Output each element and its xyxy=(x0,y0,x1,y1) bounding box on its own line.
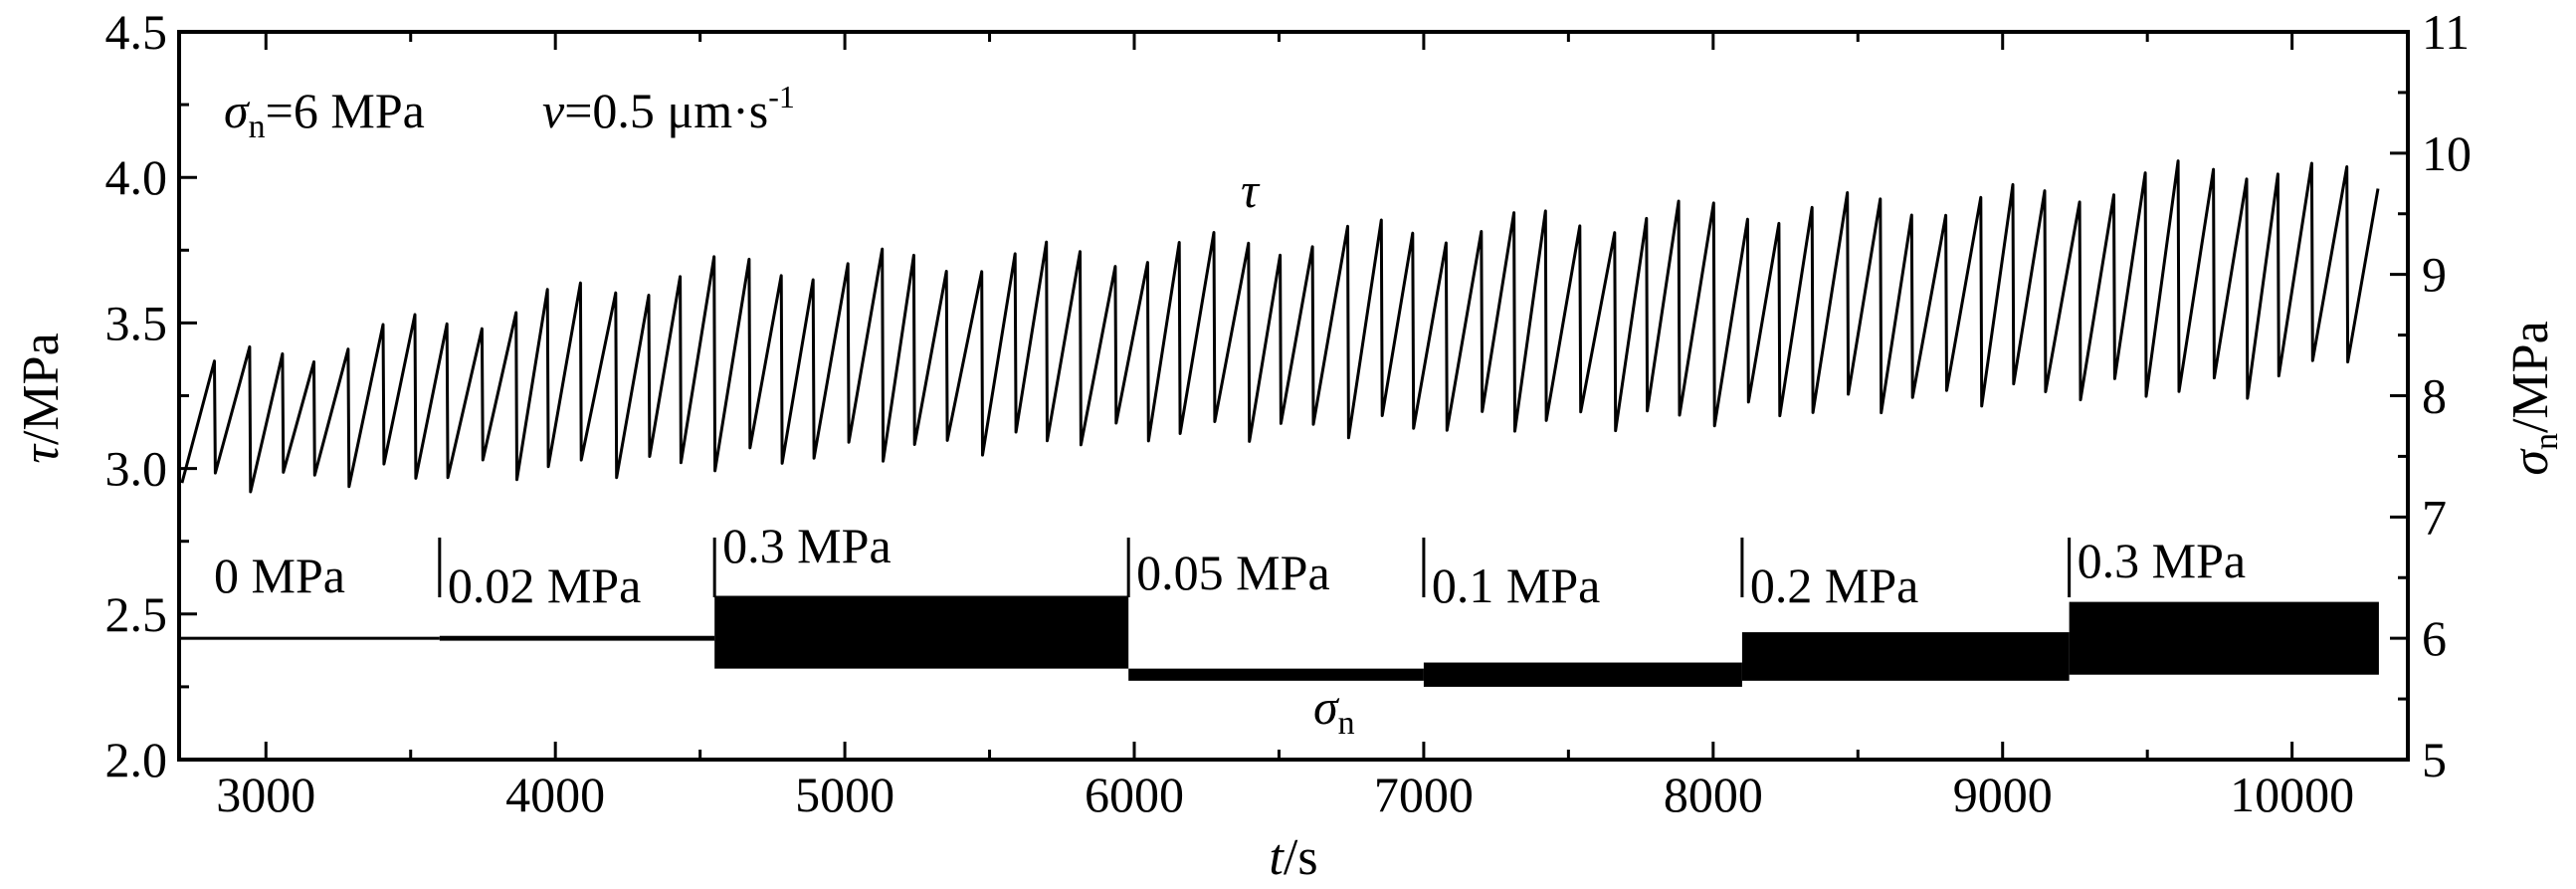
y-right-axis-title: σn/MPa xyxy=(2502,321,2565,475)
y-left-tick-label: 3.0 xyxy=(105,441,168,497)
x-tick-label: 4000 xyxy=(505,767,605,822)
y-left-axis-title: τ/MPa xyxy=(13,333,70,463)
sigma-segment xyxy=(179,636,440,640)
sigma-segment xyxy=(1741,632,2070,681)
x-tick-label: 7000 xyxy=(1374,767,1474,822)
y-left-tick-label: 2.5 xyxy=(105,586,168,642)
sigma-segment xyxy=(439,635,715,641)
tau-line xyxy=(180,159,2380,494)
x-tick-label: 8000 xyxy=(1664,767,1763,822)
y-right-tick-label: 11 xyxy=(2422,4,2470,60)
tick-labels: 3000 4000 5000 6000 7000 8000 9000 10000 2.0 2.5 3… xyxy=(105,4,2473,822)
sigma-series-label: σn xyxy=(1313,679,1355,742)
y-left-tick-label: 4.5 xyxy=(105,4,168,60)
segment-label: 0.3 MPa xyxy=(2078,533,2246,588)
plot-frame xyxy=(177,30,2410,762)
tau-series xyxy=(180,159,2380,494)
y-right-tick-label: 6 xyxy=(2422,610,2447,666)
y-right-tick-label: 8 xyxy=(2422,368,2447,424)
y-right-tick-label: 9 xyxy=(2422,247,2447,303)
sigma-segment xyxy=(714,595,1129,669)
x-tick-label: 3000 xyxy=(216,767,315,822)
x-axis-title: t/s xyxy=(1269,829,1317,886)
x-tick-label: 10000 xyxy=(2230,767,2354,822)
segment-labels: 0 MPa 0.02 MPa 0.3 MPa 0.05 MPa 0.1 MPa 0.2 M… xyxy=(214,518,2246,613)
x-tick-label: 9000 xyxy=(1953,767,2053,822)
y-right-tick-label: 7 xyxy=(2422,489,2447,545)
y-left-tick-label: 4.0 xyxy=(105,149,168,205)
sigma-segment xyxy=(1128,668,1424,681)
y-right-tick-label: 5 xyxy=(2422,732,2447,787)
segment-label: 0.2 MPa xyxy=(1750,557,1918,613)
y-left-tick-label: 3.5 xyxy=(105,295,168,350)
tau-series-label: τ xyxy=(1241,162,1261,218)
segment-label: 0 MPa xyxy=(214,548,345,603)
segment-label: 0.02 MPa xyxy=(448,557,641,613)
x-tick-label: 6000 xyxy=(1085,767,1184,822)
segment-label: 0.3 MPa xyxy=(722,518,891,573)
y-right-tick-label: 10 xyxy=(2422,125,2472,181)
x-tick-label: 5000 xyxy=(795,767,894,822)
segment-label: 0.05 MPa xyxy=(1136,545,1329,600)
velocity-condition: v=0.5 μm·s-1 xyxy=(542,79,795,138)
y-left-tick-label: 2.0 xyxy=(105,732,168,787)
segment-label: 0.1 MPa xyxy=(1432,557,1600,613)
axis-ticks xyxy=(179,30,2408,762)
sigma-segment xyxy=(2069,601,2379,675)
sigma-condition: σn=6 MPa xyxy=(224,83,425,145)
sigma-series xyxy=(179,595,2379,687)
sigma-segment xyxy=(1423,662,1742,687)
